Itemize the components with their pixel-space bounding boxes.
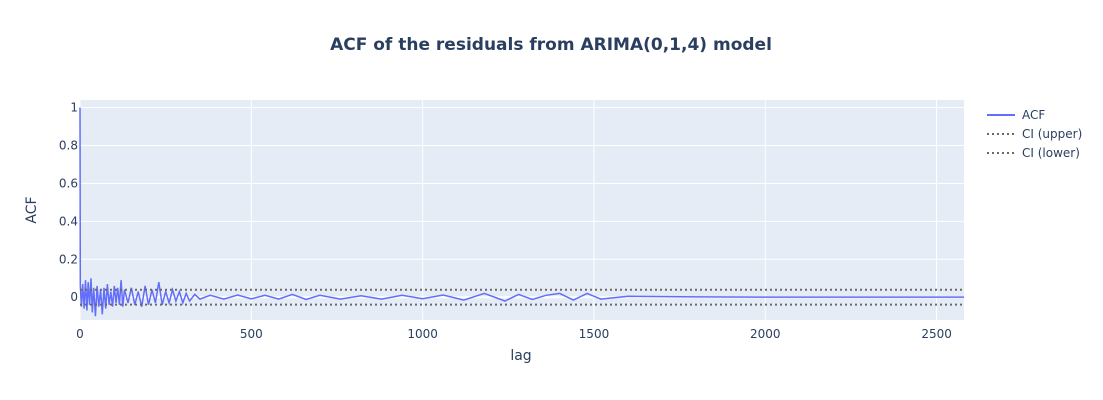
series-layer <box>79 107 964 317</box>
x-tick-label-2: 1000 <box>407 327 438 341</box>
x-tick-label-0: 0 <box>76 327 84 341</box>
chart-title: ACF of the residuals from ARIMA(0,1,4) m… <box>330 35 772 55</box>
x-tick-label-5: 2500 <box>921 327 952 341</box>
legend-label-0: ACF <box>1022 108 1045 122</box>
y-axis-label: ACF <box>24 196 40 223</box>
y-tick-label-2: 0.4 <box>59 214 78 228</box>
series-line-0 <box>79 107 964 317</box>
legend: ACF CI (upper) CI (lower) <box>987 108 1082 160</box>
y-tick-label-3: 0.6 <box>59 176 78 190</box>
y-tick-label-0: 0 <box>70 290 78 304</box>
grid-lines <box>79 100 964 320</box>
y-tick-label-5: 1 <box>70 101 78 115</box>
x-tick-label-4: 2000 <box>750 327 781 341</box>
x-axis-label: lag <box>510 348 531 364</box>
legend-label-2: CI (lower) <box>1022 146 1080 160</box>
y-axis-ticks: 0 0.2 0.4 0.6 0.8 1 <box>59 101 78 305</box>
y-tick-label-4: 0.8 <box>59 139 78 153</box>
x-axis-ticks: 0 500 1000 1500 2000 2500 <box>76 327 952 341</box>
legend-label-1: CI (upper) <box>1022 127 1082 141</box>
x-tick-label-3: 1500 <box>579 327 610 341</box>
y-tick-label-1: 0.2 <box>59 252 78 266</box>
plot-area <box>80 100 964 320</box>
x-tick-label-1: 500 <box>240 327 263 341</box>
